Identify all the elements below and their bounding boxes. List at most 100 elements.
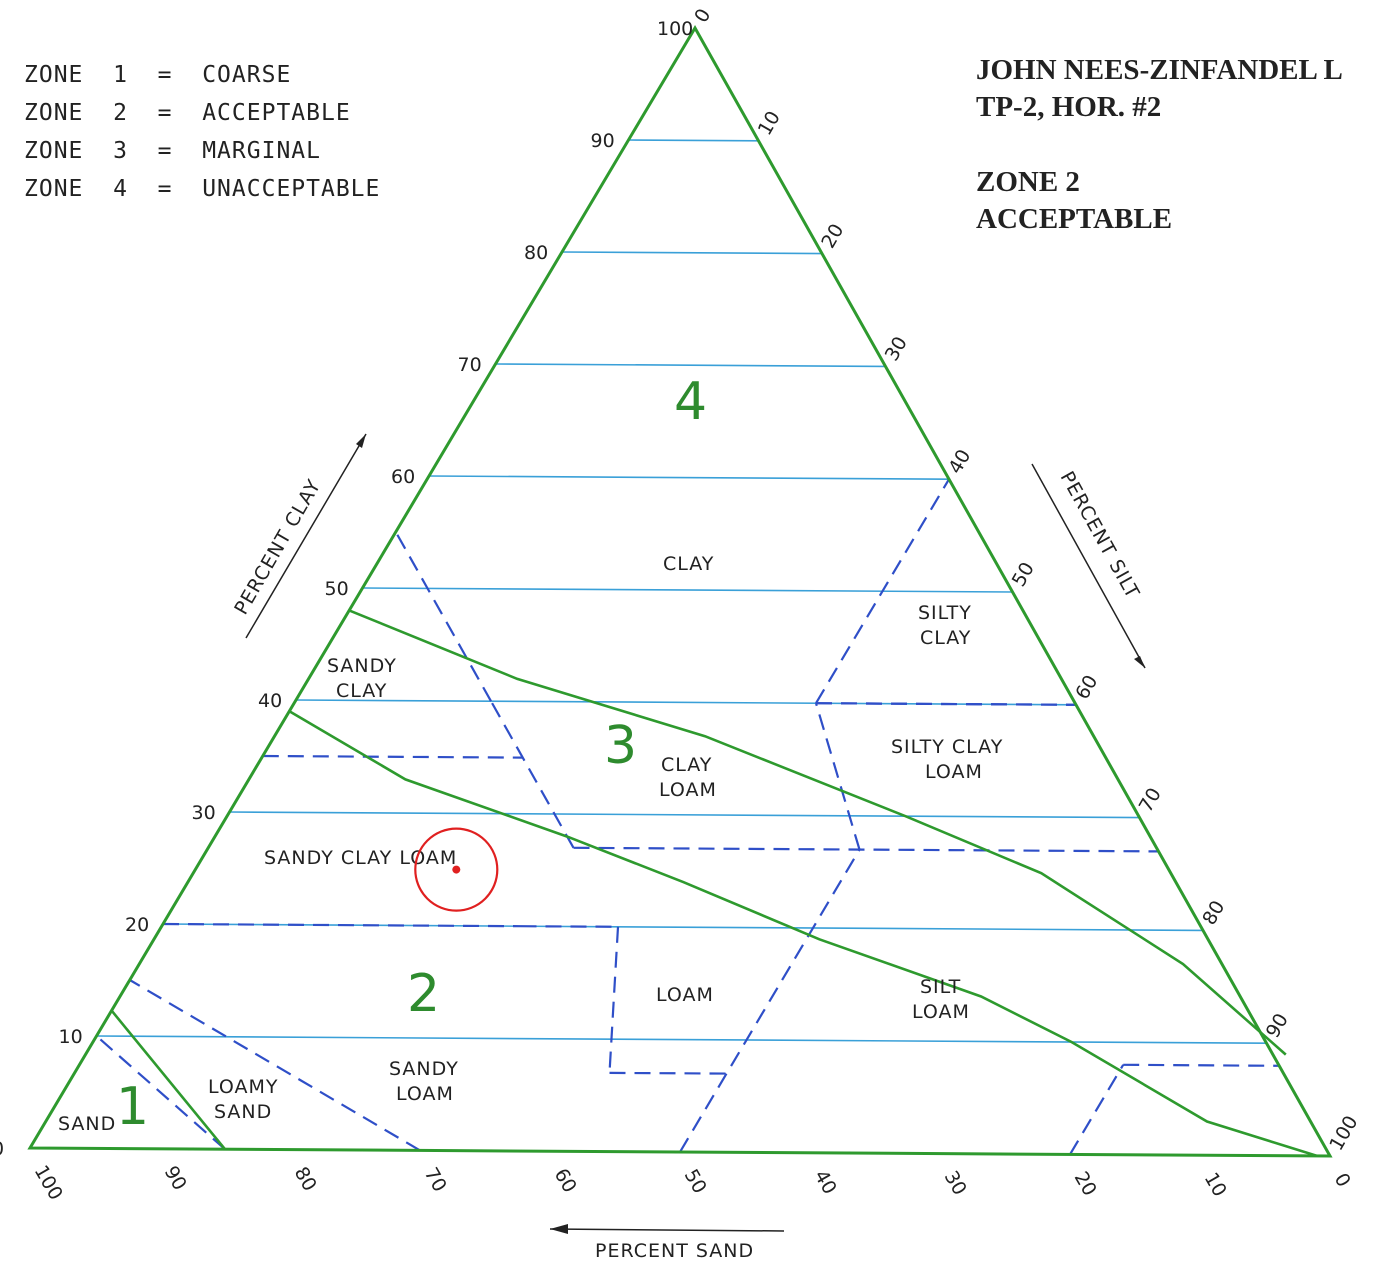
region-sandy-clay-line2: CLAY (336, 680, 387, 702)
clay-tick-80: 80 (524, 242, 548, 264)
region-sandy-loam-line2: LOAM (396, 1083, 454, 1105)
texture-boundary-2 (162, 922, 521, 928)
clay-gridline-70 (495, 363, 886, 368)
sand-tick-80: 20 (1070, 1168, 1101, 1200)
clay-gridlines (96, 139, 1267, 1044)
clay-gridline-90 (628, 139, 759, 142)
clay-tick-70: 70 (458, 354, 482, 376)
zone-boundaries (110, 609, 1318, 1158)
result-zone: ZONE 2 (976, 166, 1080, 198)
texture-boundary-17 (1123, 1063, 1280, 1067)
texture-boundary-8 (573, 846, 899, 851)
clay-tick-100: 100 (657, 18, 693, 40)
texture-boundary-19 (815, 478, 950, 704)
axis-tick-labels: 0010010109020208030307040406050505060604… (0, 5, 1362, 1204)
texture-boundary-0 (95, 1035, 226, 1151)
silt-tick-10: 10 (754, 107, 785, 139)
legend-equals: = (157, 100, 173, 126)
legend-zone-desc: MARGINAL (202, 138, 321, 164)
site-name: JOHN NEES-ZINFANDEL L (976, 54, 1343, 86)
silt-tick-60: 60 (1071, 671, 1102, 703)
region-sandy-loam-line1: SANDY (389, 1058, 459, 1080)
sand-tick-10: 90 (160, 1162, 191, 1194)
sand-tick-30: 70 (420, 1164, 451, 1196)
legend-zone-label: ZONE 2 (24, 100, 128, 126)
clay-tick-0: 0 (0, 1138, 4, 1160)
clay-arrow-head-icon (356, 434, 366, 448)
region-labels: SAND LOAMY SAND SANDY LOAM LOAM SILT LOA… (58, 553, 1002, 1135)
sand-axis-title: PERCENT SAND (595, 1240, 754, 1262)
zone-2-3-boundary (288, 710, 1318, 1158)
region-clay-loam-line1: CLAY (661, 754, 712, 776)
clay-axis-arrow (245, 433, 367, 639)
sand-tick-90: 10 (1200, 1169, 1231, 1201)
clay-tick-50: 50 (325, 578, 349, 600)
region-silty-clay-line2: CLAY (920, 627, 971, 649)
texture-boundary-14 (815, 702, 1077, 706)
sand-axis-arrow (549, 1228, 785, 1232)
region-clay-loam-line2: LOAM (659, 779, 717, 801)
legend-zone-desc: UNACCEPTABLE (202, 176, 381, 202)
legend-row-zone-2: ZONE 2 = ACCEPTABLE (24, 94, 380, 132)
legend-equals: = (157, 138, 173, 164)
region-loamy-sand-line2: SAND (214, 1101, 272, 1123)
silt-tick-80: 80 (1198, 897, 1229, 929)
region-silty-clay-loam-line2: LOAM (925, 761, 983, 783)
sand-tick-100: 0 (1330, 1170, 1355, 1191)
triangle-frame (27, 25, 1333, 1158)
silt-tick-0: 0 (690, 5, 715, 26)
region-silt-loam-line1: SILT (920, 976, 961, 998)
sample-marker (414, 827, 499, 912)
texture-boundary-16 (1069, 1064, 1125, 1155)
clay-tick-10: 10 (59, 1026, 83, 1048)
test-pit-label: TP-2, HOR. #2 (976, 91, 1162, 123)
texture-class-boundaries (95, 478, 1280, 1155)
texture-boundary-10 (490, 700, 575, 849)
legend-equals: = (157, 176, 173, 202)
texture-boundary-1 (129, 979, 421, 1152)
region-clay: CLAY (663, 553, 714, 575)
region-sandy-clay-line1: SANDY (327, 655, 397, 677)
zone-legend: ZONE 1 = COARSE ZONE 2 = ACCEPTABLE ZONE… (24, 56, 380, 208)
zone-3-4-boundary (348, 609, 1287, 1056)
clay-gridline-50 (362, 587, 1013, 593)
sand-tick-40: 60 (550, 1165, 581, 1197)
silt-tick-30: 30 (881, 333, 912, 365)
clay-gridline-30 (229, 811, 1140, 819)
silt-arrow-head-icon (1134, 656, 1145, 668)
texture-boundary-12 (262, 754, 523, 759)
clay-gridline-40 (295, 699, 1077, 706)
legend-equals: = (157, 62, 173, 88)
silt-tick-70: 70 (1135, 784, 1166, 816)
zone-number-labels: 1 2 3 4 (116, 372, 707, 1137)
region-loam: LOAM (656, 984, 714, 1006)
zone-number-2: 2 (407, 964, 440, 1024)
result-description: ACCEPTABLE (976, 203, 1173, 235)
legend-zone-label: ZONE 3 (24, 138, 128, 164)
region-sandy-clay-loam: SANDY CLAY LOAM (264, 847, 457, 869)
clay-tick-40: 40 (258, 690, 282, 712)
clay-tick-90: 90 (591, 130, 615, 152)
texture-boundary-5 (609, 1071, 734, 1075)
zone-number-3: 3 (604, 716, 637, 776)
legend-row-zone-4: ZONE 4 = UNACCEPTABLE (24, 170, 380, 208)
sand-tick-20: 80 (290, 1163, 321, 1195)
texture-boundary-7 (814, 702, 861, 850)
zone-number-4: 4 (674, 372, 707, 432)
region-silty-clay-line1: SILTY (918, 602, 972, 624)
region-sand: SAND (58, 1113, 116, 1135)
sand-tick-70: 30 (940, 1167, 971, 1199)
clay-tick-20: 20 (125, 914, 149, 936)
clay-tick-60: 60 (391, 466, 415, 488)
sand-tick-60: 40 (810, 1166, 841, 1198)
texture-boundary-6 (679, 849, 861, 1153)
clay-gridline-20 (162, 923, 1204, 932)
region-silt-loam-line2: LOAM (912, 1001, 970, 1023)
silt-tick-20: 20 (817, 220, 848, 252)
sand-tick-0: 100 (30, 1162, 67, 1204)
legend-row-zone-1: ZONE 1 = COARSE (24, 56, 380, 94)
silt-tick-50: 50 (1008, 559, 1039, 591)
clay-axis-title-group: PERCENT CLAY (230, 433, 367, 639)
legend-zone-desc: ACCEPTABLE (202, 100, 351, 126)
